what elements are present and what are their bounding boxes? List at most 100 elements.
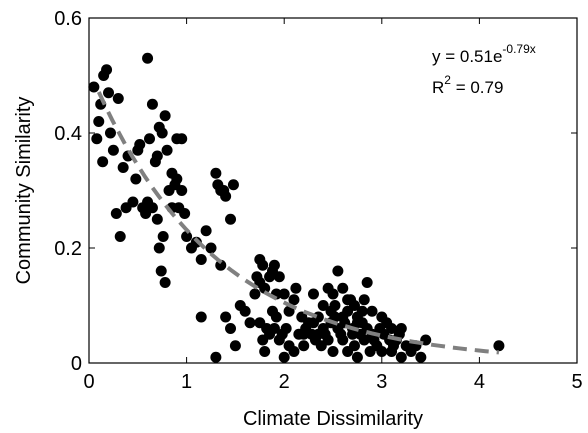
data-point [107,144,119,156]
y-tick-label: 0.4 [54,123,82,145]
data-point [327,346,339,357]
data-point [181,231,193,242]
data-point [283,340,295,352]
y-axis-label: Community Similarity [13,97,35,285]
data-point [280,323,292,334]
data-point [322,282,334,294]
data-point [117,162,129,173]
data-point [395,323,407,334]
y-tick-label: 0.2 [54,238,82,260]
data-point [156,127,168,139]
data-point [97,156,109,168]
data-point [270,311,282,323]
data-point [130,173,142,185]
data-point [249,288,261,300]
data-point [298,328,310,340]
data-point [259,282,271,294]
fit-curve [96,91,500,355]
data-point [227,179,239,191]
data-points [88,52,505,363]
data-point [268,259,280,271]
data-point [210,167,222,179]
data-point [337,334,349,346]
data-point [151,213,163,225]
data-point [386,323,398,334]
data-point [337,311,349,323]
data-point [159,110,171,122]
y-tick-label: 0.6 [54,8,82,30]
data-point [142,196,154,208]
data-point [259,346,271,357]
x-tick-label: 5 [571,371,582,393]
data-point [358,294,370,306]
data-point [312,328,324,340]
data-point [239,305,251,317]
data-point [268,323,280,334]
data-point [151,150,163,162]
data-point [134,139,146,150]
data-point [101,64,113,76]
data-point [288,294,300,306]
data-point [415,351,427,363]
data-point [179,208,191,219]
data-point [351,351,363,363]
data-point [144,133,156,145]
data-point [317,300,329,311]
data-point [200,225,212,237]
data-point [127,196,139,208]
equation-base: y = 0.51e [432,47,502,66]
data-point [159,277,171,288]
data-point [332,265,344,277]
equation-annotation: y = 0.51e-0.79x [432,42,536,66]
data-point [361,277,373,288]
data-point [493,340,505,352]
data-point [142,52,154,64]
x-tick-label: 4 [474,371,485,393]
data-point [157,231,169,242]
data-point [329,300,341,311]
data-point [161,144,173,156]
data-point [220,311,232,323]
data-point [93,116,105,127]
data-point [342,346,354,357]
data-point [110,208,122,219]
data-point [225,323,237,334]
data-point [205,242,217,254]
data-point [225,213,237,225]
data-point [376,346,388,357]
data-point [220,190,232,202]
data-point [257,259,269,271]
data-point [112,93,124,104]
r-squared-symbol: R [432,78,444,97]
data-point [278,351,290,363]
data-point [171,173,183,185]
data-point [366,305,378,317]
data-point [298,340,310,352]
data-point [146,98,158,110]
data-point [114,231,126,242]
data-point [215,259,227,271]
data-point [356,305,368,317]
data-point [176,133,188,145]
data-point [195,311,207,323]
data-point [176,185,188,196]
r-squared-sup: 2 [444,73,451,87]
data-point [290,282,302,294]
x-tick-label: 3 [376,371,387,393]
x-tick-label: 1 [181,371,192,393]
data-point [229,340,241,352]
data-point [322,334,334,346]
data-point [337,282,349,294]
x-axis-label: Climate Dissimilarity [243,408,423,430]
y-axis: 0 0.2 0.4 0.6 [54,8,577,375]
data-point [395,351,407,363]
data-point [155,265,167,277]
equation-exponent: -0.79x [502,42,535,56]
data-point [88,81,100,93]
y-tick-label: 0 [71,353,82,375]
data-point [210,351,222,363]
data-point [103,87,115,99]
x-tick-label: 0 [83,371,94,393]
data-point [347,328,359,340]
